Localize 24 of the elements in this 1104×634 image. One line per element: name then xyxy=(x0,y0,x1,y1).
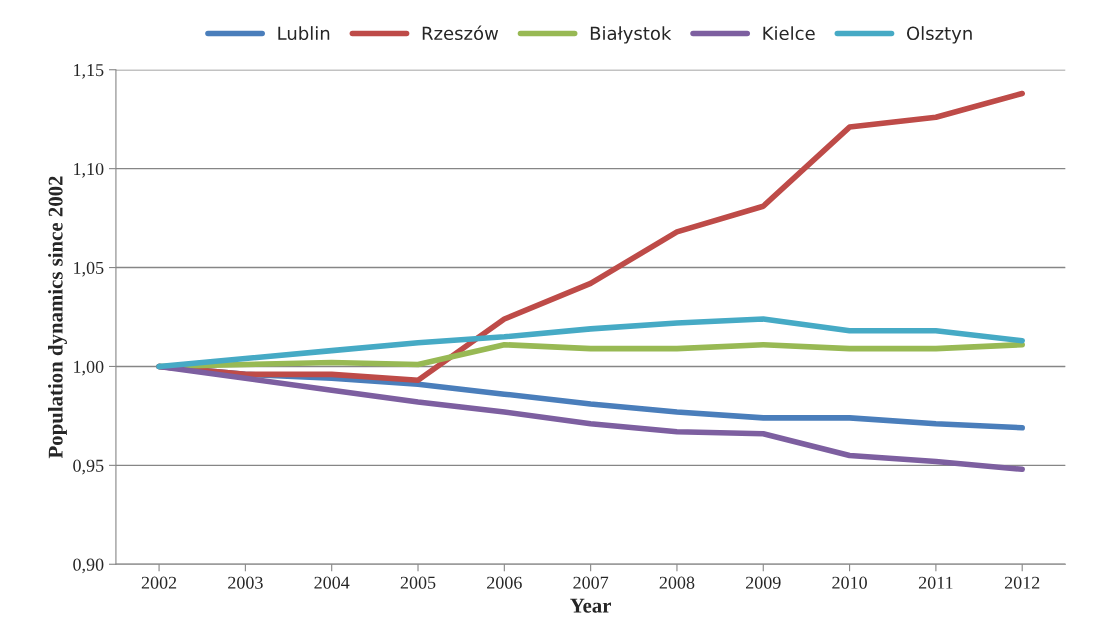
y-tick-label: 0,95 xyxy=(73,459,104,475)
legend-label: Białystok xyxy=(590,26,672,44)
legend-label: Kielce xyxy=(763,26,815,41)
x-tick-label: 2010 xyxy=(832,576,867,589)
x-tick-label: 2008 xyxy=(659,576,695,589)
x-tick-label: 2012 xyxy=(1004,576,1040,589)
x-tick-label: 2011 xyxy=(918,576,953,589)
y-tick-label: 1,05 xyxy=(74,261,104,277)
y-tick-label: 1,00 xyxy=(74,360,104,376)
y-tick-label: 1,10 xyxy=(74,162,104,178)
legend-label: Olsztyn xyxy=(906,26,972,44)
y-tick-label: 0,90 xyxy=(73,558,104,574)
x-tick-label: 2003 xyxy=(228,576,263,589)
x-tick-label: 2002 xyxy=(141,576,177,589)
x-tick-label: 2004 xyxy=(314,576,350,589)
y-tick-label: 1,15 xyxy=(74,64,104,79)
x-tick-label: 2005 xyxy=(400,576,436,589)
x-tick-label: 2007 xyxy=(573,576,609,589)
x-axis-title: Year xyxy=(570,598,612,613)
legend-label: Rzeszów xyxy=(422,25,499,41)
x-tick-label: 2006 xyxy=(487,576,522,589)
y-axis-title: Population dynamics since 2002 xyxy=(48,176,67,459)
legend-label: Lublin xyxy=(278,26,330,41)
x-tick-label: 2009 xyxy=(746,576,781,589)
